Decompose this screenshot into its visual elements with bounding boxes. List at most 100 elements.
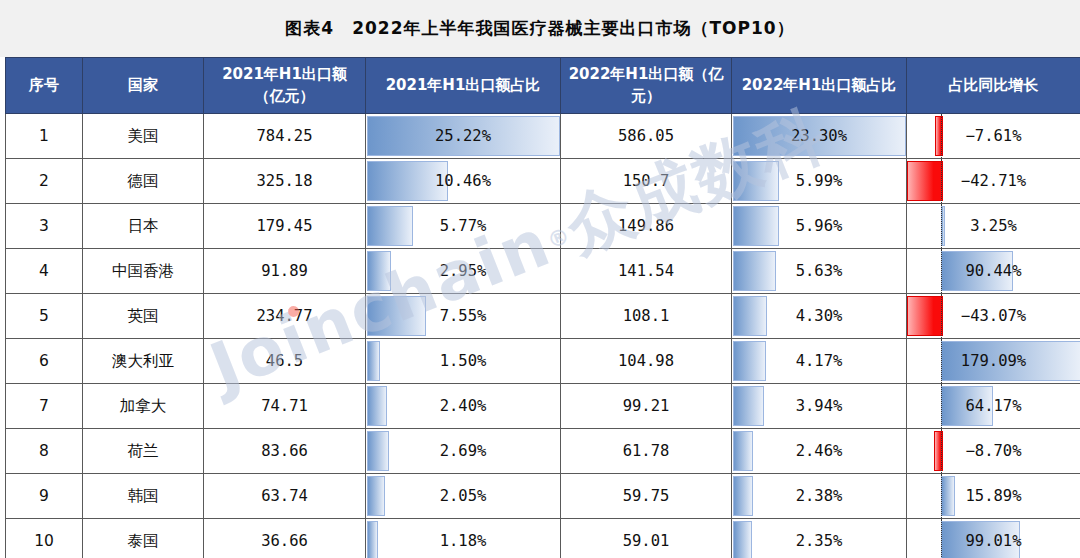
export-2022-cell: 99.21 xyxy=(561,384,732,429)
country-cell: 泰国 xyxy=(83,519,204,558)
share-2022-cell: 4.30% xyxy=(732,294,907,339)
cell-value: 加拿大 xyxy=(120,397,167,415)
table-row: 3日本179.455.77%149.865.96%3.25% xyxy=(6,204,1080,249)
cell-value: 179.45 xyxy=(257,217,313,235)
cell-value: 英国 xyxy=(128,307,159,325)
share-2021-databar xyxy=(367,206,413,246)
rank-cell: 10 xyxy=(6,519,83,558)
share-2022-cell: 5.96% xyxy=(732,204,907,249)
table-row: 5 英国 234.77 7.55% 108.14.30% −43.07% xyxy=(6,294,1080,339)
rank-cell: 6 xyxy=(6,339,83,384)
export-2021-cell: 36.66 xyxy=(204,519,366,558)
share-2022-databar xyxy=(733,386,764,426)
cell-value: 325.18 xyxy=(257,172,313,190)
cell-value: 德国 xyxy=(128,172,159,190)
share-2021-cell: 2.40% xyxy=(366,384,561,429)
export-2021-cell: 46.5 xyxy=(204,339,366,384)
share-2021-databar xyxy=(367,521,378,558)
growth-zero-axis xyxy=(941,114,942,158)
share-2022-cell: 5.63% xyxy=(732,249,907,294)
page-title: 图表4 2022年上半年我国医疗器械主要出口市场（TOP10） xyxy=(285,17,794,40)
cell-value: 5.77% xyxy=(440,217,487,235)
export-2022-cell: 61.78 xyxy=(561,429,732,474)
table-row: 8荷兰83.662.69%61.782.46%−8.70% xyxy=(6,429,1080,474)
header-export-2021: 2021年H1出口额（亿元） xyxy=(204,58,366,114)
rank-cell: 3 xyxy=(6,204,83,249)
share-2022-cell: 5.99% xyxy=(732,159,907,204)
growth-cell: 15.89% xyxy=(907,474,1080,519)
cell-value: 2.05% xyxy=(440,487,487,505)
cell-value: 141.54 xyxy=(618,262,674,280)
growth-cell: −7.61% xyxy=(907,114,1080,159)
share-2021-cell: 2.05% xyxy=(366,474,561,519)
cell-value: 澳大利亚 xyxy=(112,352,174,370)
share-2022-databar xyxy=(733,251,776,291)
growth-negative-databar xyxy=(907,161,942,201)
cell-value: 784.25 xyxy=(257,127,313,145)
share-2022-cell: 3.94% xyxy=(732,384,907,429)
cell-value: 99.01% xyxy=(966,532,1022,550)
country-cell: 加拿大 xyxy=(83,384,204,429)
cell-value: 586.05 xyxy=(618,127,674,145)
table-header: 序号 国家 2021年H1出口额（亿元） 2021年H1出口额占比 2022年H… xyxy=(6,58,1080,114)
rank-cell: 2 xyxy=(6,159,83,204)
cell-value: 64.17% xyxy=(966,397,1022,415)
share-2022-databar xyxy=(733,206,779,246)
growth-cell: −8.70% xyxy=(907,429,1080,474)
cell-value: −43.07% xyxy=(961,307,1026,325)
header-share-2021: 2021年H1出口额占比 xyxy=(366,58,561,114)
cell-value: 3 xyxy=(39,217,49,235)
table-row: 7加拿大74.712.40%99.213.94%64.17% xyxy=(6,384,1080,429)
cell-value: 15.89% xyxy=(966,487,1022,505)
export-2021-cell: 234.77 xyxy=(204,294,366,339)
export-2022-cell: 108.1 xyxy=(561,294,732,339)
cell-value: 10.46% xyxy=(435,172,491,190)
cell-value: 2.95% xyxy=(440,262,487,280)
export-2021-cell: 325.18 xyxy=(204,159,366,204)
table-row: 1美国784.2525.22%586.0523.30%−7.61% xyxy=(6,114,1080,159)
cell-value: 荷兰 xyxy=(128,442,159,460)
cell-value: 2.40% xyxy=(440,397,487,415)
cell-value: 63.74 xyxy=(261,487,308,505)
cell-value: 2.69% xyxy=(440,442,487,460)
share-2022-databar xyxy=(733,476,753,516)
share-2021-cell: 2.95% xyxy=(366,249,561,294)
growth-zero-axis xyxy=(941,249,942,293)
cell-value: 日本 xyxy=(128,217,159,235)
share-2021-cell: 2.69% xyxy=(366,429,561,474)
cell-value: 6 xyxy=(39,352,49,370)
share-2021-databar xyxy=(367,476,385,516)
rank-cell: 5 xyxy=(6,294,83,339)
cell-value: 5 xyxy=(39,307,49,325)
export-2021-cell: 63.74 xyxy=(204,474,366,519)
export-2022-cell: 59.01 xyxy=(561,519,732,558)
cell-value: 7.55% xyxy=(440,307,487,325)
growth-cell: 179.09% xyxy=(907,339,1080,384)
share-2022-databar xyxy=(733,161,779,201)
cell-value: −8.70% xyxy=(966,442,1022,460)
cell-value: 美国 xyxy=(128,127,159,145)
table-row: 9韩国63.742.05%59.752.38%15.89% xyxy=(6,474,1080,519)
rank-cell: 9 xyxy=(6,474,83,519)
cell-value: 7 xyxy=(39,397,49,415)
share-2021-databar xyxy=(367,341,380,381)
share-2021-cell: 5.77% xyxy=(366,204,561,249)
cell-value: 59.01 xyxy=(623,532,670,550)
cell-value: −42.71% xyxy=(961,172,1026,190)
country-cell: 韩国 xyxy=(83,474,204,519)
header-growth: 占比同比增长 xyxy=(907,58,1080,114)
cell-value: 泰国 xyxy=(128,532,159,550)
export-2022-cell: 59.75 xyxy=(561,474,732,519)
cell-value: 2.46% xyxy=(796,442,843,460)
export-2022-cell: 104.98 xyxy=(561,339,732,384)
header-rank: 序号 xyxy=(6,58,83,114)
export-2022-cell: 150.7 xyxy=(561,159,732,204)
share-2021-databar xyxy=(367,431,389,471)
share-2022-databar xyxy=(733,521,752,558)
cell-value: 23.30% xyxy=(791,127,847,145)
share-2021-databar xyxy=(367,251,391,291)
table-row: 4中国香港91.892.95%141.545.63%90.44% xyxy=(6,249,1080,294)
growth-cell: −43.07% xyxy=(907,294,1080,339)
export-2021-cell: 784.25 xyxy=(204,114,366,159)
share-2021-cell: 1.50% xyxy=(366,339,561,384)
